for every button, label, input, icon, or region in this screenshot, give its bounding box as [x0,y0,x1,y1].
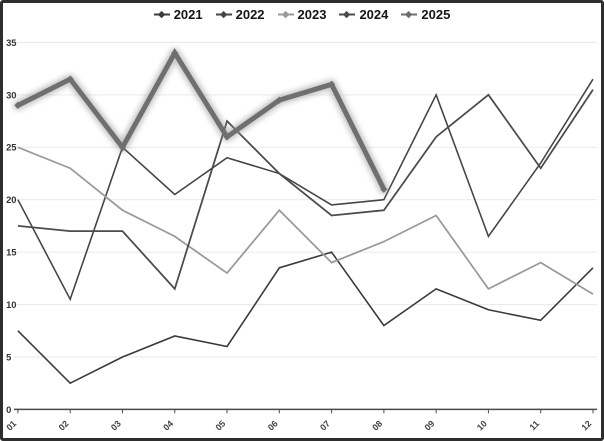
x-axis-label-08: 08 [370,418,384,432]
legend-item-label: 2024 [359,7,389,22]
legend-item-2022: 2022 [215,7,265,22]
legend-item-label: 2023 [297,7,327,22]
series-line-2024 [17,89,594,291]
diamond-marker-icon [401,10,418,19]
x-axis-label-03: 03 [109,418,123,432]
series-glow-2025 [12,47,389,195]
x-axis-label-07: 07 [318,418,332,432]
y-axis-label-20: 20 [6,195,16,205]
y-axis-label-10: 10 [6,300,16,310]
legend-item-label: 2025 [421,7,451,22]
data-point-marker-2025 [66,75,74,83]
x-axis-label-02: 02 [57,418,71,432]
diamond-marker-icon [277,10,294,19]
x-axis-label-01: 01 [4,418,18,432]
x-axis-label-04: 04 [161,418,175,432]
legend-item-2023: 2023 [277,7,327,22]
series-line-2025 [16,48,387,191]
data-point-marker-2025 [118,143,127,151]
legend-item-label: 2022 [235,7,265,22]
x-axis-label-12: 12 [579,418,593,432]
x-axis-label-09: 09 [423,418,437,432]
legend-item-2025: 2025 [401,7,450,22]
diamond-marker-icon [339,10,356,19]
data-point-marker-2025 [380,185,388,193]
legend-item-label: 2021 [173,7,203,22]
x-axis-label-06: 06 [266,418,280,432]
x-axis-label-10: 10 [475,418,489,432]
x-axis-label-05: 05 [213,418,227,432]
diamond-marker-icon [153,10,170,19]
series-line-2021 [17,251,594,385]
legend-item-2024: 2024 [339,7,388,22]
y-axis-label-15: 15 [6,248,16,258]
data-point-marker-2025 [171,49,179,57]
diamond-marker-icon [215,10,232,19]
series-line-2023 [17,146,594,295]
y-axis-label-35: 35 [6,38,16,48]
series-line-2022 [17,78,594,302]
y-axis-label-25: 25 [6,143,16,153]
data-point-marker-2025 [327,80,336,89]
data-point-marker-2025 [223,133,231,141]
x-axis-label-11: 11 [527,418,541,432]
legend-item-2021: 2021 [153,7,203,22]
y-axis-label-30: 30 [6,90,16,100]
y-axis-label-5: 5 [6,352,11,362]
chart-legend: 2021 2022 2023 2024 2025 [3,7,601,22]
y-axis-label-0: 0 [6,405,11,415]
